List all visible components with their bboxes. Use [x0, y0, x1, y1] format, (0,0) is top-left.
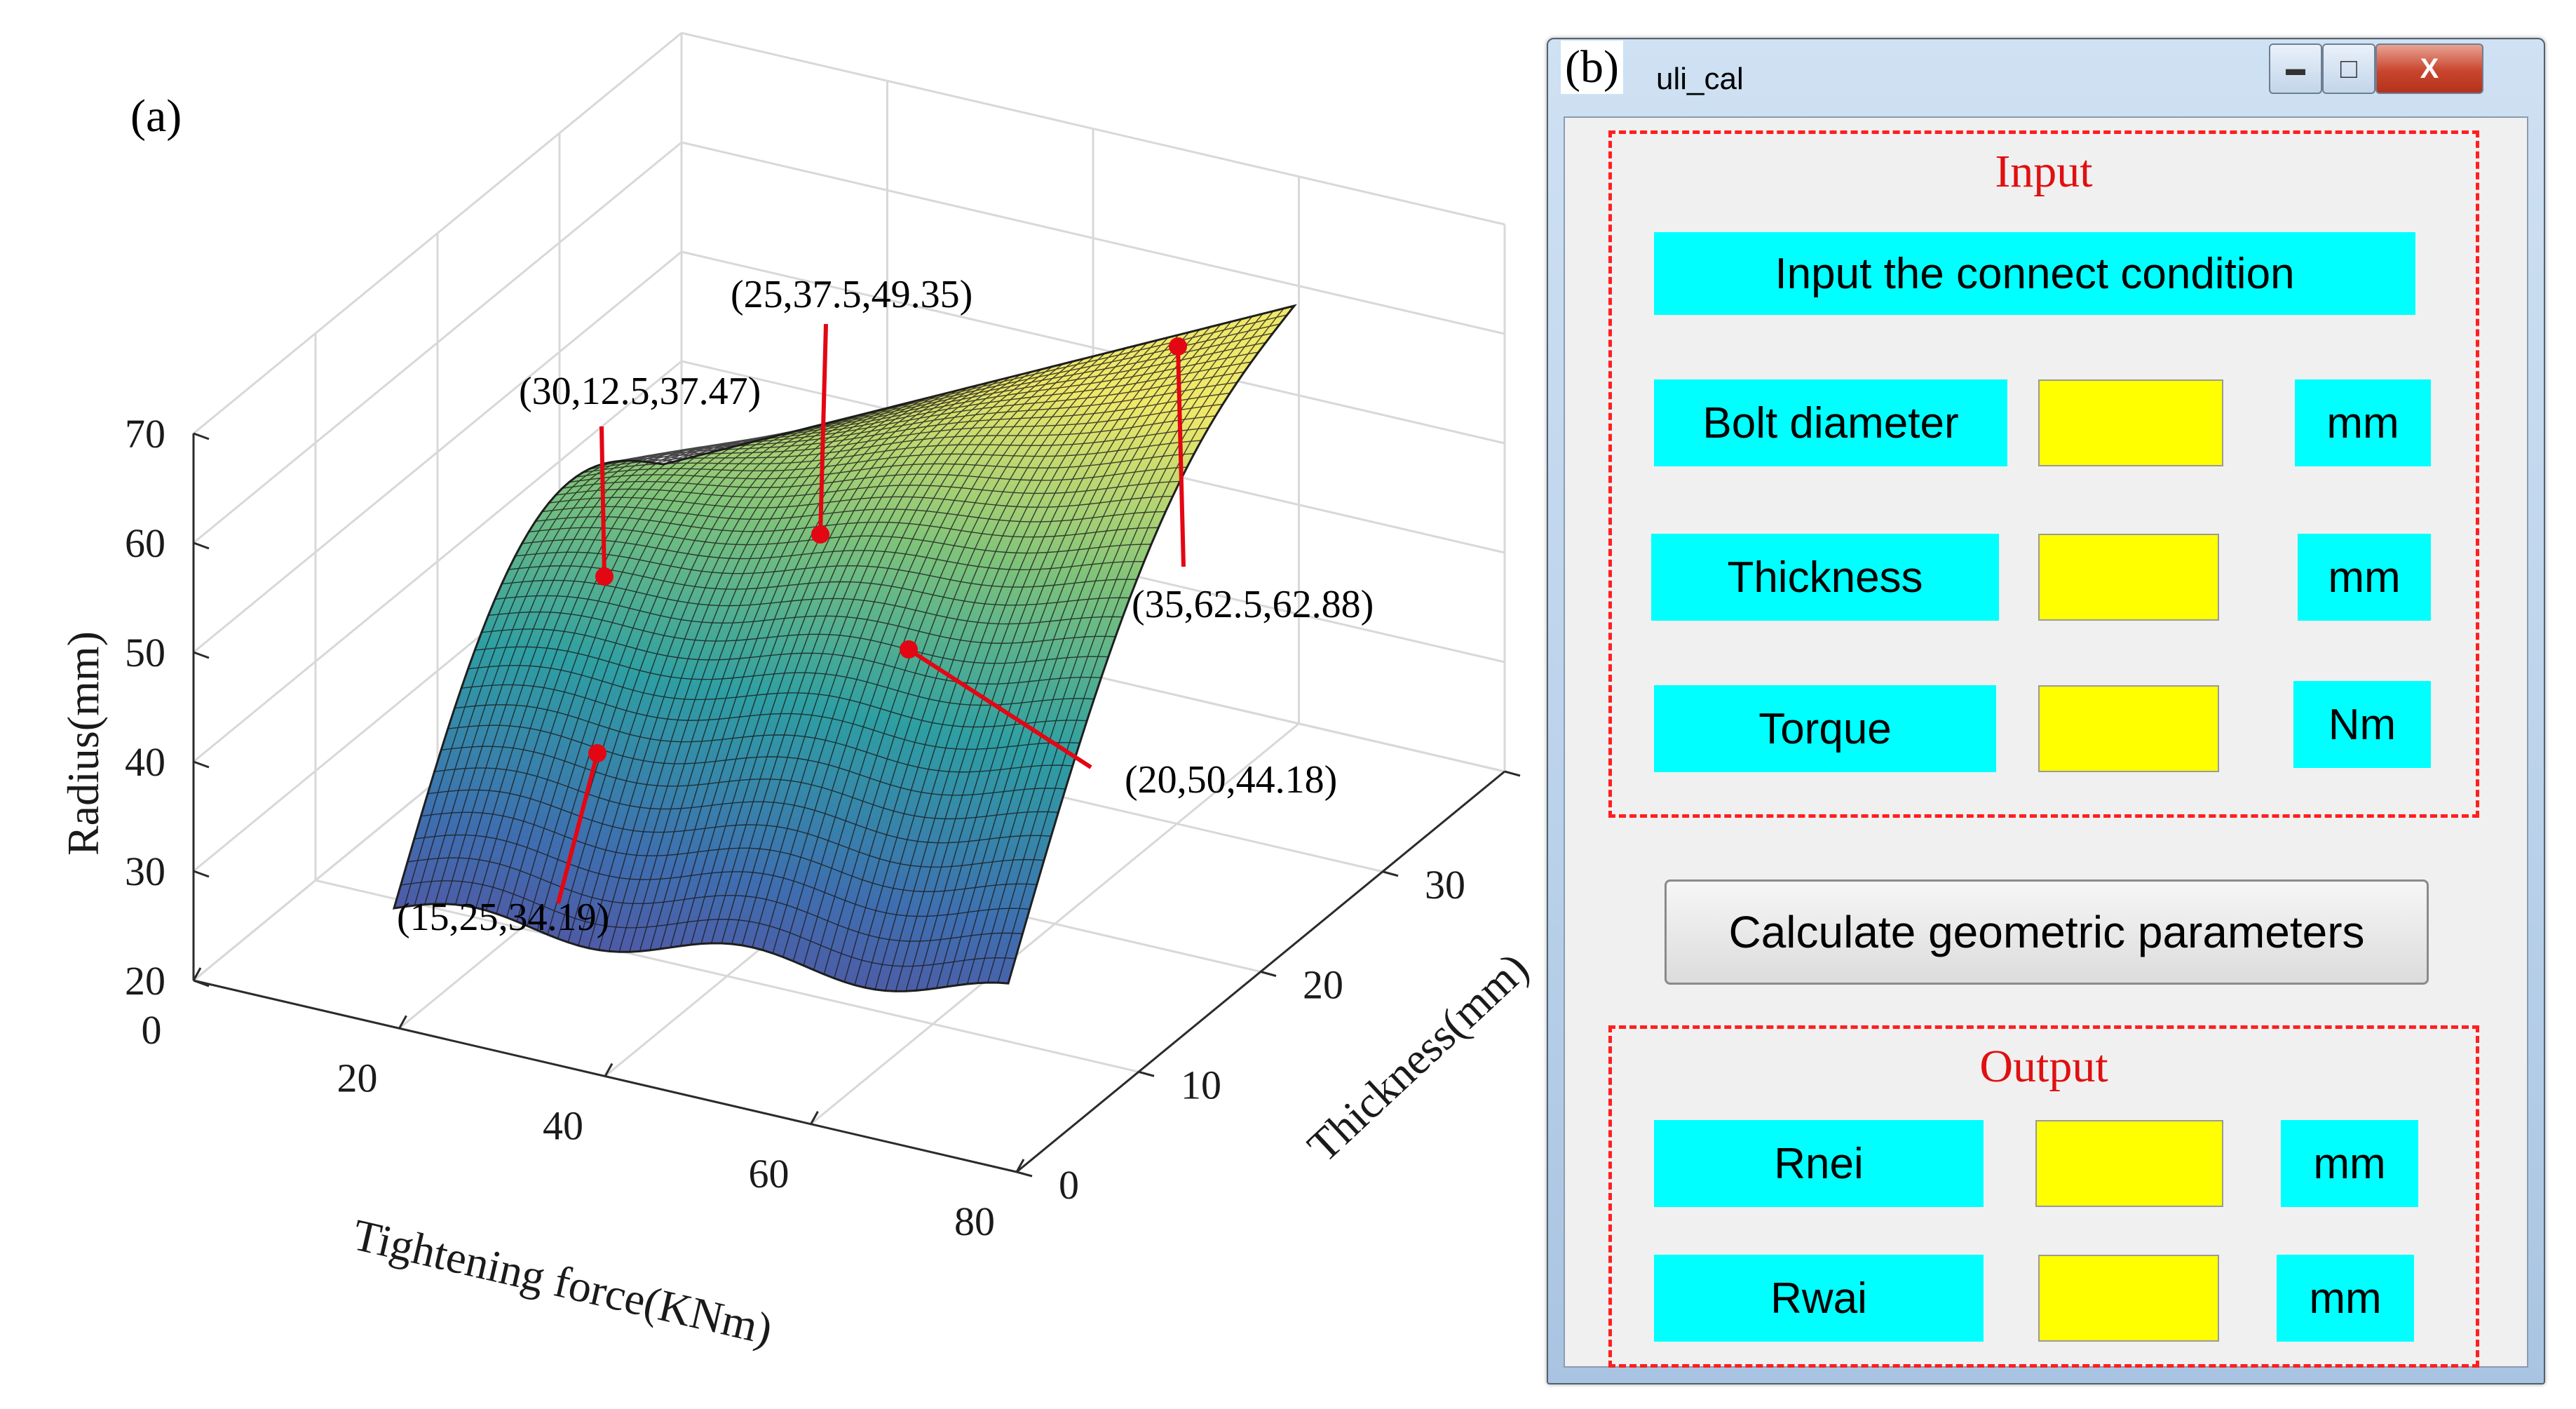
z-tick-label: 30: [125, 849, 165, 894]
rwai-output[interactable]: [2038, 1255, 2219, 1342]
z-tick-label: 40: [125, 739, 165, 785]
annotation-label: (30,12.5,37.47): [519, 370, 761, 413]
panel-a-label: (a): [130, 90, 182, 142]
torque-input[interactable]: [2038, 685, 2219, 772]
annotation-leader: [599, 426, 606, 577]
annotation-label: (20,50,44.18): [1125, 758, 1337, 802]
annotation: (20,50,44.18): [900, 640, 1337, 802]
input-group: Input Input the connect condition Bolt d…: [1608, 130, 2479, 818]
annotation-label: (35,62.5,62.88): [1132, 583, 1374, 626]
rwai-unit: mm: [2277, 1255, 2414, 1342]
z-tick-label: 20: [125, 958, 165, 1004]
tick-labels: 020406080010203040203040506070: [125, 411, 1521, 1244]
thickness-input[interactable]: [2038, 534, 2219, 621]
minimize-button[interactable]: ▬: [2269, 43, 2322, 94]
title-bar[interactable]: uli_cal ▬ □ X: [1548, 39, 2544, 114]
annotation: (35,62.5,62.88): [1132, 337, 1374, 626]
x-tick-label: 20: [337, 1055, 378, 1100]
minimize-icon: ▬: [2286, 58, 2305, 79]
rnei-unit: mm: [2281, 1120, 2418, 1207]
uli-cal-window: uli_cal ▬ □ X Input Input the connect co…: [1547, 38, 2545, 1384]
torque-unit: Nm: [2293, 681, 2431, 768]
annotation-marker: [811, 525, 829, 544]
annotations: (30,12.5,37.47) (25,37.5,49.35) (35,62.5,6…: [397, 273, 1374, 939]
y-tick-label: 10: [1181, 1062, 1221, 1107]
x-tick-label: 60: [749, 1151, 789, 1196]
torque-label: Torque: [1654, 685, 1996, 772]
annotation-leader: [556, 753, 599, 904]
y-tick-label: 30: [1425, 862, 1465, 908]
annotation-leader: [907, 647, 1092, 769]
annotation-marker: [1169, 337, 1187, 356]
input-header-label: Input the connect condition: [1654, 232, 2415, 315]
z-tick-label: 60: [125, 520, 165, 566]
z-tick-label: 70: [125, 411, 165, 457]
window-client-area: Input Input the connect condition Bolt d…: [1564, 116, 2528, 1368]
x-tick-label: 0: [142, 1007, 162, 1053]
rnei-output[interactable]: [2035, 1120, 2223, 1207]
annotation-marker: [595, 567, 614, 586]
close-button[interactable]: X: [2375, 43, 2483, 94]
thickness-label: Thickness: [1651, 534, 1999, 621]
z-tick-label: 50: [125, 630, 165, 675]
annotation-label: (15,25,34.19): [397, 896, 609, 939]
output-group: Output Rnei mm Rwai mm: [1608, 1025, 2479, 1368]
annotation-leader: [1176, 346, 1186, 567]
rnei-label: Rnei: [1654, 1120, 1984, 1207]
annotation-marker: [900, 640, 918, 659]
x-tick-label: 40: [543, 1103, 583, 1149]
maximize-button[interactable]: □: [2322, 43, 2375, 94]
y-tick-label: 0: [1059, 1162, 1079, 1208]
annotation: (15,25,34.19): [397, 744, 609, 939]
y-tick-label: 20: [1303, 962, 1343, 1008]
window-title: uli_cal: [1656, 62, 1744, 96]
calculate-button[interactable]: Calculate geometric parameters: [1665, 879, 2429, 985]
annotation-label: (25,37.5,49.35): [731, 273, 972, 316]
close-icon: X: [2420, 53, 2439, 84]
rwai-label: Rwai: [1654, 1255, 1984, 1342]
maximize-icon: □: [2340, 53, 2358, 84]
x-tick-label: 80: [954, 1199, 995, 1244]
annotation: (30,12.5,37.47): [519, 370, 761, 586]
x-axis-title: Tightening force(KNm): [348, 1209, 777, 1354]
bolt-diameter-label: Bolt diameter: [1654, 379, 2007, 466]
annotation-leader: [818, 323, 828, 535]
bolt-diameter-unit: mm: [2295, 379, 2431, 466]
input-group-title: Input: [1995, 146, 2093, 197]
panel-b-label: (b): [1561, 41, 1623, 94]
z-axis-title: Radius(mm): [58, 631, 108, 856]
output-group-title: Output: [1979, 1041, 2108, 1092]
surface-plot: 020406080010203040203040506070 Tightenin…: [58, 32, 1538, 1354]
surface-mesh: [392, 304, 1297, 992]
thickness-unit: mm: [2298, 534, 2431, 621]
annotation-marker: [588, 744, 606, 762]
annotation: (25,37.5,49.35): [731, 273, 972, 544]
bolt-diameter-input[interactable]: [2038, 379, 2223, 466]
